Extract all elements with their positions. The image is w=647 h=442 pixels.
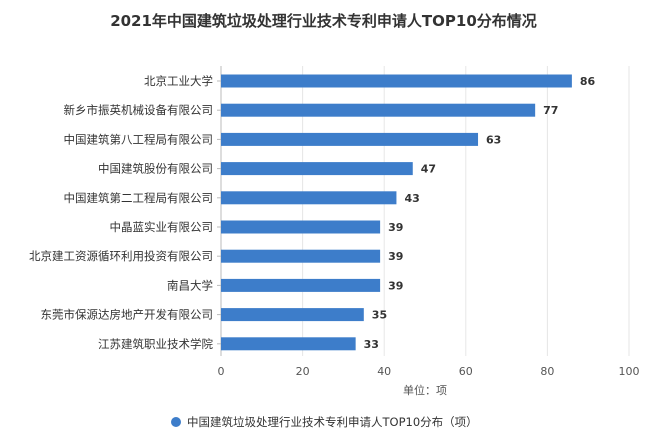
x-tick-label: 40 (377, 365, 391, 378)
bar (221, 278, 381, 292)
x-tick-label: 60 (459, 365, 473, 378)
data-label: 43 (404, 192, 419, 205)
data-label: 63 (486, 133, 501, 146)
category-label: 新乡市振英机械设备有限公司 (64, 103, 214, 117)
data-label: 39 (388, 250, 403, 263)
category-label: 北京建工资源循环利用投资有限公司 (29, 249, 213, 263)
data-label: 39 (388, 279, 403, 292)
legend-marker (171, 417, 181, 427)
bar (221, 308, 364, 322)
data-label: 39 (388, 221, 403, 234)
value-labels: 86 77 63 47 43 39 39 39 35 33 (364, 75, 596, 351)
data-label: 86 (580, 75, 596, 88)
grid-lines (220, 66, 630, 356)
bars (221, 74, 572, 351)
bar (221, 220, 381, 234)
x-tick-label: 20 (296, 365, 310, 378)
data-label: 35 (372, 309, 387, 322)
x-axis-ticks: 0 20 40 60 80 100 (218, 365, 640, 378)
category-label: 东莞市保源达房地产开发有限公司 (41, 308, 214, 322)
category-label: 中国建筑第八工程局有限公司 (64, 132, 214, 146)
bar (221, 249, 381, 263)
legend: 中国建筑垃圾处理行业技术专利申请人TOP10分布（项） (171, 415, 478, 429)
category-labels: 北京工业大学新乡市振英机械设备有限公司中国建筑第八工程局有限公司中国建筑股份有限… (29, 74, 221, 351)
category-label: 中晶蓝实业有限公司 (110, 220, 214, 234)
data-label: 47 (421, 163, 436, 176)
chart-title: 2021年中国建筑垃圾处理行业技术专利申请人TOP10分布情况 (110, 12, 537, 30)
data-label: 33 (364, 338, 379, 351)
legend-label: 中国建筑垃圾处理行业技术专利申请人TOP10分布（项） (187, 415, 478, 429)
bar (221, 132, 479, 146)
unit-label: 单位：项 (403, 383, 447, 397)
bar (221, 162, 413, 176)
x-tick-label: 80 (540, 365, 554, 378)
category-label: 江苏建筑职业技术学院 (98, 337, 213, 351)
bar (221, 191, 397, 205)
category-label: 中国建筑第二工程局有限公司 (64, 191, 214, 205)
bar (221, 337, 356, 351)
x-tick-label: 0 (218, 365, 225, 378)
category-label: 南昌大学 (167, 278, 213, 292)
bar (221, 103, 536, 117)
x-tick-label: 100 (619, 365, 640, 378)
category-label: 北京工业大学 (144, 74, 213, 88)
category-label: 中国建筑股份有限公司 (98, 162, 213, 176)
data-label: 77 (543, 104, 558, 117)
bar (221, 74, 572, 88)
